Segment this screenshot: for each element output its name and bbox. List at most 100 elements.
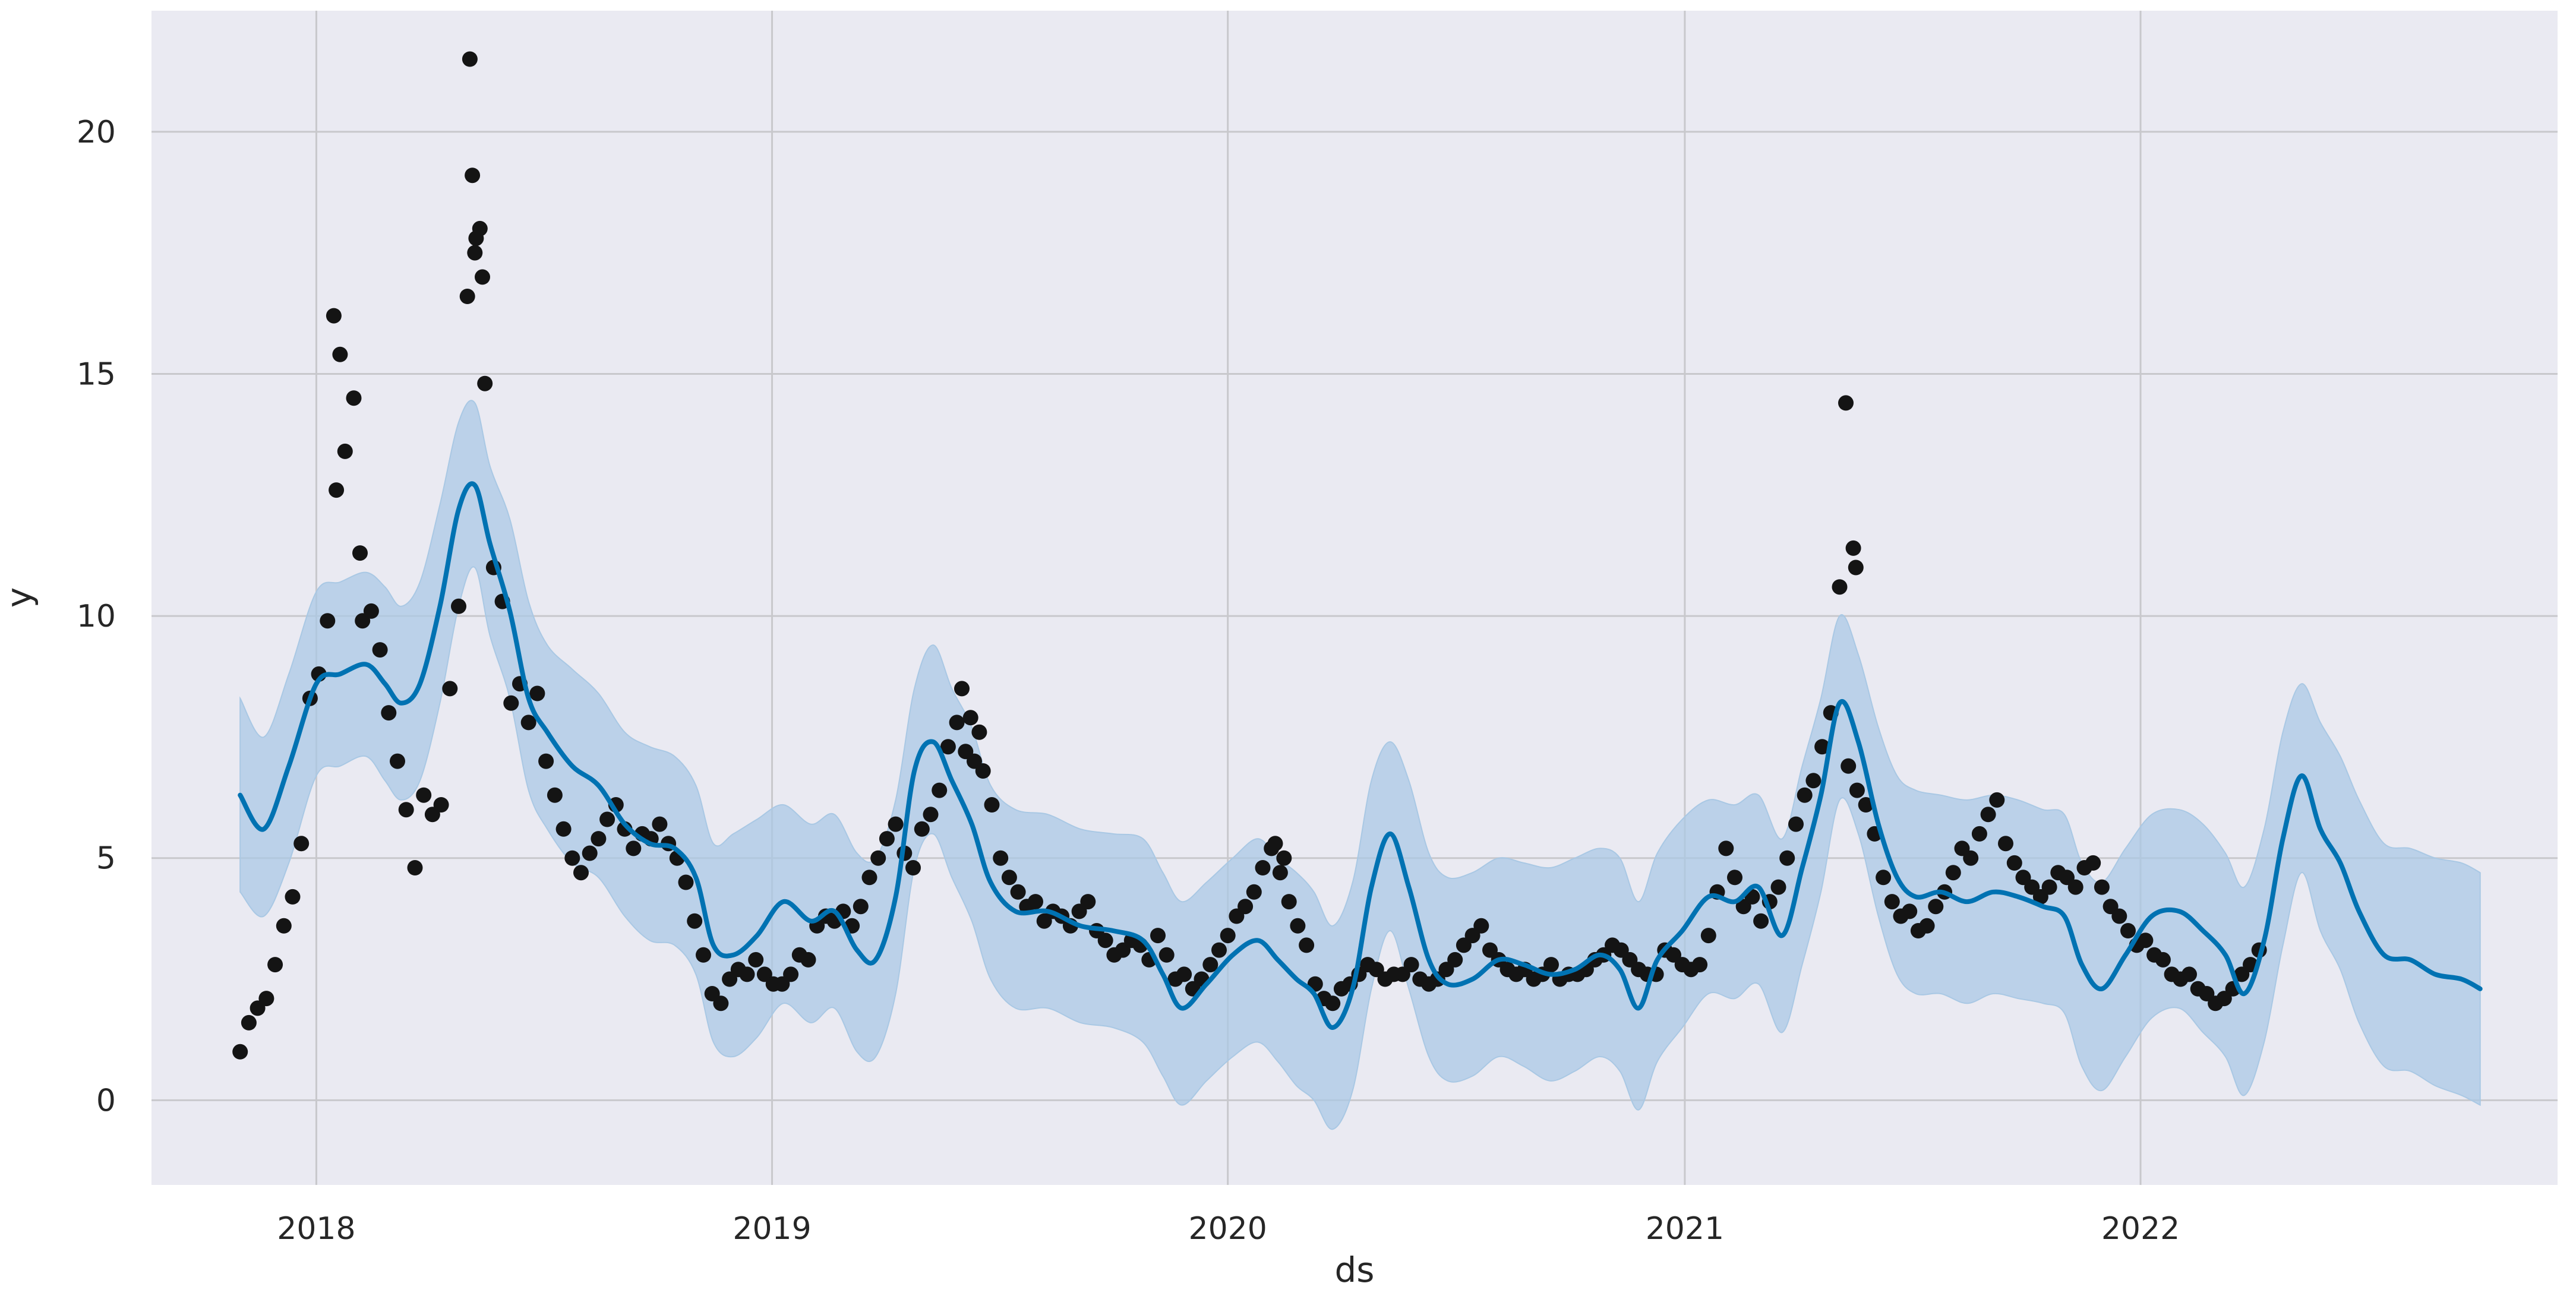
y-tick-label: 10 — [77, 599, 116, 634]
data-point — [1176, 966, 1192, 982]
data-point — [1010, 884, 1026, 900]
data-point — [1980, 807, 1996, 823]
data-point — [1718, 840, 1734, 856]
data-point — [1814, 739, 1830, 755]
data-point — [398, 802, 414, 818]
data-point — [467, 245, 483, 261]
data-point — [332, 346, 348, 362]
data-point — [870, 850, 886, 866]
data-point — [285, 889, 301, 905]
data-point — [276, 918, 292, 934]
data-point — [1838, 395, 1854, 411]
data-point — [1692, 957, 1708, 973]
x-tick-labels: 2018 2019 2020 2021 2022 — [277, 1211, 2180, 1247]
data-point — [1473, 918, 1489, 934]
data-point — [564, 850, 580, 866]
data-point — [372, 642, 388, 658]
data-point — [1272, 865, 1288, 881]
data-point — [923, 807, 939, 823]
data-point — [2155, 952, 2171, 968]
data-point — [329, 482, 345, 498]
data-point — [1919, 918, 1935, 934]
data-point — [1832, 579, 1848, 595]
data-point — [1848, 560, 1864, 576]
data-point — [591, 831, 607, 847]
data-point — [258, 991, 274, 1007]
data-point — [407, 860, 423, 875]
data-point — [555, 821, 572, 837]
data-point — [538, 753, 554, 769]
data-point — [1727, 870, 1742, 886]
data-point — [1797, 787, 1813, 803]
data-point — [1989, 792, 2005, 808]
data-point — [962, 710, 978, 726]
data-point — [800, 952, 816, 968]
data-point — [739, 966, 755, 982]
data-point — [1403, 957, 1419, 973]
data-point — [1971, 826, 1987, 842]
data-point — [1963, 850, 1979, 866]
data-point — [954, 681, 970, 697]
data-point — [1849, 782, 1865, 798]
data-point — [687, 913, 703, 929]
data-point — [293, 836, 310, 852]
data-point — [1447, 952, 1463, 968]
x-axis-label: ds — [1334, 1250, 1374, 1290]
data-point — [1246, 884, 1262, 900]
data-point — [267, 957, 283, 973]
data-point — [1238, 899, 1254, 915]
data-point — [1779, 850, 1795, 866]
data-point — [1255, 860, 1271, 875]
data-point — [442, 681, 458, 697]
data-point — [971, 724, 987, 740]
x-tick-label: 2018 — [277, 1211, 355, 1247]
data-point — [783, 966, 799, 982]
data-point — [465, 167, 481, 184]
data-point — [520, 715, 536, 731]
data-point — [381, 705, 397, 721]
data-point — [352, 545, 368, 561]
data-point — [1150, 928, 1166, 944]
data-point — [1325, 995, 1341, 1011]
data-point — [503, 695, 519, 711]
data-point — [1884, 894, 1900, 910]
data-point — [1858, 797, 1874, 813]
data-point — [1841, 758, 1857, 774]
data-point — [2138, 933, 2154, 949]
data-point — [853, 899, 869, 915]
uncertainty-band — [239, 400, 2481, 1130]
y-tick-label: 0 — [96, 1083, 116, 1118]
data-point — [1290, 918, 1306, 934]
data-point — [748, 952, 764, 968]
data-point — [1220, 928, 1236, 944]
data-point — [459, 289, 475, 304]
data-point — [940, 739, 956, 755]
y-tick-labels: 0 5 10 15 20 — [77, 115, 116, 1119]
data-point — [547, 787, 563, 803]
data-point — [451, 598, 466, 614]
data-point — [599, 811, 615, 827]
data-point — [1543, 957, 1559, 973]
data-point — [241, 1014, 257, 1031]
forecast-line — [238, 481, 2483, 1030]
data-point — [2182, 966, 2197, 982]
y-tick-label: 5 — [96, 841, 116, 877]
y-axis-label: y — [0, 587, 39, 608]
data-point — [1700, 928, 1716, 944]
data-point — [477, 375, 493, 391]
data-point — [320, 613, 336, 629]
data-point — [472, 220, 488, 236]
x-tick-label: 2021 — [1646, 1211, 1724, 1247]
data-point — [914, 821, 930, 837]
data-point — [993, 850, 1009, 866]
data-point — [2067, 879, 2083, 895]
data-point — [932, 782, 948, 798]
data-point — [2120, 923, 2136, 938]
data-point — [879, 831, 895, 847]
data-point — [2006, 855, 2022, 871]
data-point — [2111, 908, 2127, 924]
data-point — [1080, 894, 1096, 910]
data-point — [652, 816, 668, 832]
data-point — [462, 51, 478, 67]
